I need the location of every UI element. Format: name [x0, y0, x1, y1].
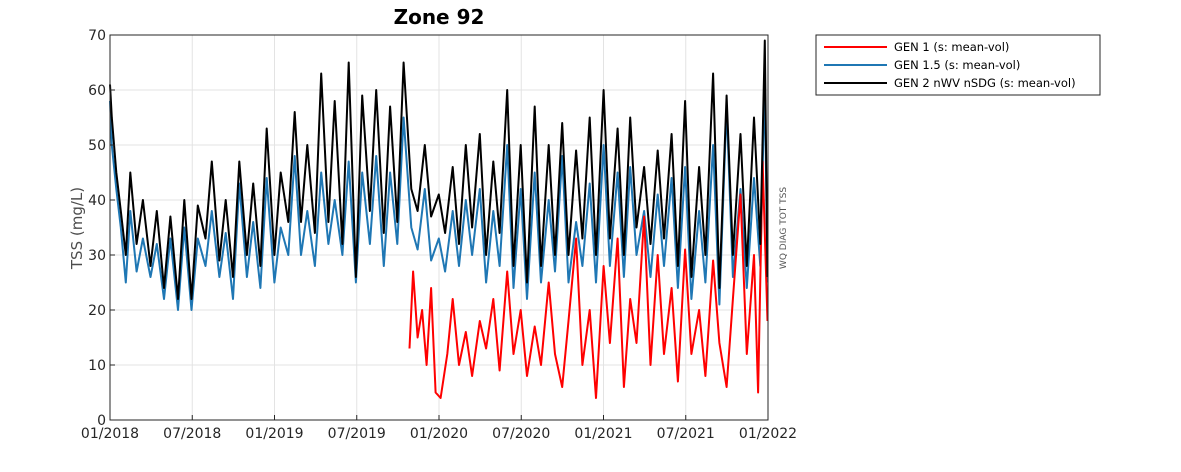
y-tick-label: 0 [97, 413, 106, 429]
chart-title: Zone 92 [394, 5, 485, 29]
x-tick-label: 07/2018 [163, 426, 221, 442]
x-tick-label: 01/2019 [245, 426, 303, 442]
legend-label: GEN 1.5 (s: mean-vol) [894, 58, 1020, 72]
legend-label: GEN 1 (s: mean-vol) [894, 40, 1009, 54]
legend: GEN 1 (s: mean-vol) GEN 1.5 (s: mean-vol)… [815, 34, 1101, 96]
plot-area [109, 34, 769, 421]
y-tick-label: 60 [88, 83, 106, 99]
x-tick-label: 07/2019 [328, 426, 386, 442]
x-axis-ticks: 01/2018 07/2018 01/2019 07/2019 01/2020 07/20… [81, 415, 797, 442]
series-line-1 [408, 160, 769, 399]
x-tick-label: 01/2022 [739, 426, 797, 442]
y-tick-label: 70 [88, 28, 106, 44]
x-tick-label: 01/2018 [81, 426, 139, 442]
y-tick-label: 30 [88, 248, 106, 264]
x-tick-label: 07/2021 [657, 426, 715, 442]
y-tick-label: 50 [88, 138, 106, 154]
x-tick-label: 01/2021 [574, 426, 632, 442]
series-line-3 [109, 39, 769, 300]
y-tick-label: 20 [88, 303, 106, 319]
series-lines [109, 39, 769, 399]
series-line-2 [109, 78, 769, 311]
y-tick-label: 40 [88, 193, 106, 209]
y-axis-label: TSS (mg/L) [68, 187, 86, 270]
y-tick-label: 10 [88, 358, 106, 374]
x-tick-label: 01/2020 [410, 426, 468, 442]
x-tick-label: 07/2020 [492, 426, 550, 442]
legend-label: GEN 2 nWV nSDG (s: mean-vol) [894, 76, 1076, 90]
side-label: WQ DIAG TOT TSS [779, 187, 789, 269]
y-axis-ticks: 0 10 20 30 40 50 60 70 [88, 28, 115, 429]
